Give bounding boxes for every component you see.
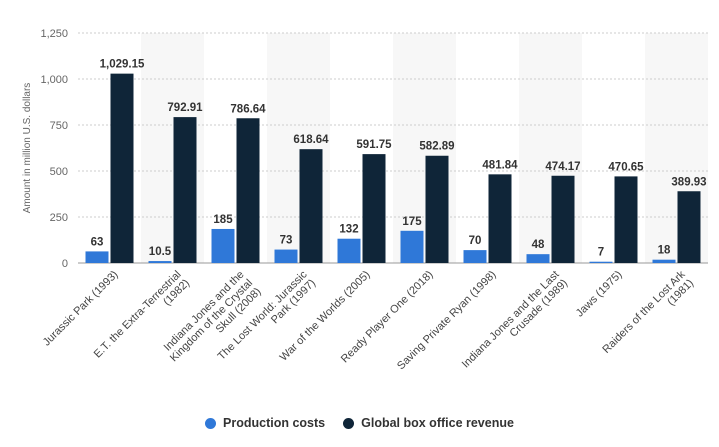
y-tick-label: 0 — [62, 258, 68, 270]
production-cost-bar — [337, 238, 361, 263]
production-cost-data-label: 185 — [213, 214, 233, 226]
box-office-revenue-data-label: 470.65 — [608, 161, 644, 173]
bar-chart: 0 250 500 750 1,000 1,250 63 1,029.15 10.5 792.9… — [22, 28, 708, 372]
box-office-revenue-data-label: 474.17 — [545, 161, 580, 173]
legend-item-production-costs[interactable]: Production costs — [205, 416, 325, 430]
legend-label-production-costs: Production costs — [223, 416, 326, 430]
production-cost-bar — [211, 228, 235, 263]
bars — [85, 73, 701, 264]
box-office-revenue-bar — [110, 73, 134, 263]
box-office-revenue-data-label: 792.91 — [167, 102, 203, 114]
production-cost-data-label: 18 — [658, 245, 671, 257]
production-cost-data-label: 70 — [469, 235, 482, 247]
production-cost-bar — [274, 249, 298, 263]
y-axis-ticks: 0 250 500 750 1,000 1,250 — [40, 28, 68, 270]
production-cost-bar — [400, 230, 424, 263]
production-cost-bar — [85, 251, 109, 263]
y-tick-label: 750 — [50, 120, 68, 132]
box-office-revenue-data-label: 1,029.15 — [100, 59, 145, 71]
box-office-revenue-data-label: 786.64 — [230, 103, 266, 115]
production-cost-bar — [589, 261, 613, 263]
box-office-revenue-bar — [425, 155, 449, 263]
production-cost-bar — [652, 259, 676, 263]
legend: Production costs Global box office reven… — [0, 416, 719, 430]
x-axis-categories: Jurassic Park (1993)E.T. the Extra-Terre… — [41, 268, 696, 372]
box-office-revenue-data-label: 582.89 — [419, 141, 454, 153]
production-cost-data-label: 73 — [280, 235, 293, 247]
box-office-revenue-data-label: 389.93 — [671, 176, 706, 188]
y-axis-title: Amount in million U.S. dollars — [22, 83, 33, 214]
y-tick-label: 1,250 — [40, 28, 68, 40]
legend-item-global-box-office-revenue[interactable]: Global box office revenue — [343, 416, 514, 430]
y-tick-label: 250 — [50, 212, 68, 224]
production-cost-data-label: 175 — [402, 216, 422, 228]
box-office-revenue-bar — [614, 176, 638, 263]
legend-marker-global-box-office-revenue — [343, 417, 355, 429]
production-cost-bar — [526, 254, 550, 263]
box-office-revenue-bar — [362, 154, 386, 263]
production-cost-data-label: 132 — [339, 224, 358, 236]
box-office-revenue-bar — [551, 175, 575, 263]
production-cost-data-label: 10.5 — [149, 246, 172, 258]
box-office-revenue-bar — [299, 149, 323, 263]
production-cost-bar — [148, 261, 172, 263]
legend-marker-production-costs — [205, 417, 217, 429]
production-cost-data-label: 48 — [532, 239, 545, 251]
box-office-revenue-data-label: 618.64 — [293, 134, 329, 146]
box-office-revenue-data-label: 481.84 — [482, 159, 518, 171]
production-cost-data-label: 63 — [91, 236, 104, 248]
box-office-revenue-bar — [488, 174, 512, 263]
legend-label-global-box-office-revenue: Global box office revenue — [361, 416, 514, 430]
y-tick-label: 500 — [50, 166, 68, 178]
production-cost-bar — [463, 250, 487, 263]
box-office-revenue-bar — [173, 117, 197, 264]
y-tick-label: 1,000 — [40, 74, 68, 86]
box-office-revenue-bar — [677, 191, 701, 263]
box-office-revenue-data-label: 591.75 — [356, 139, 392, 151]
data-labels: 63 1,029.15 10.5 792.91 185 786.64 73 618.64 132… — [91, 59, 707, 259]
box-office-revenue-bar — [236, 118, 260, 263]
category-bands — [141, 33, 708, 263]
production-cost-data-label: 7 — [598, 247, 604, 259]
x-category-label: Jaws (1975) — [574, 269, 625, 320]
